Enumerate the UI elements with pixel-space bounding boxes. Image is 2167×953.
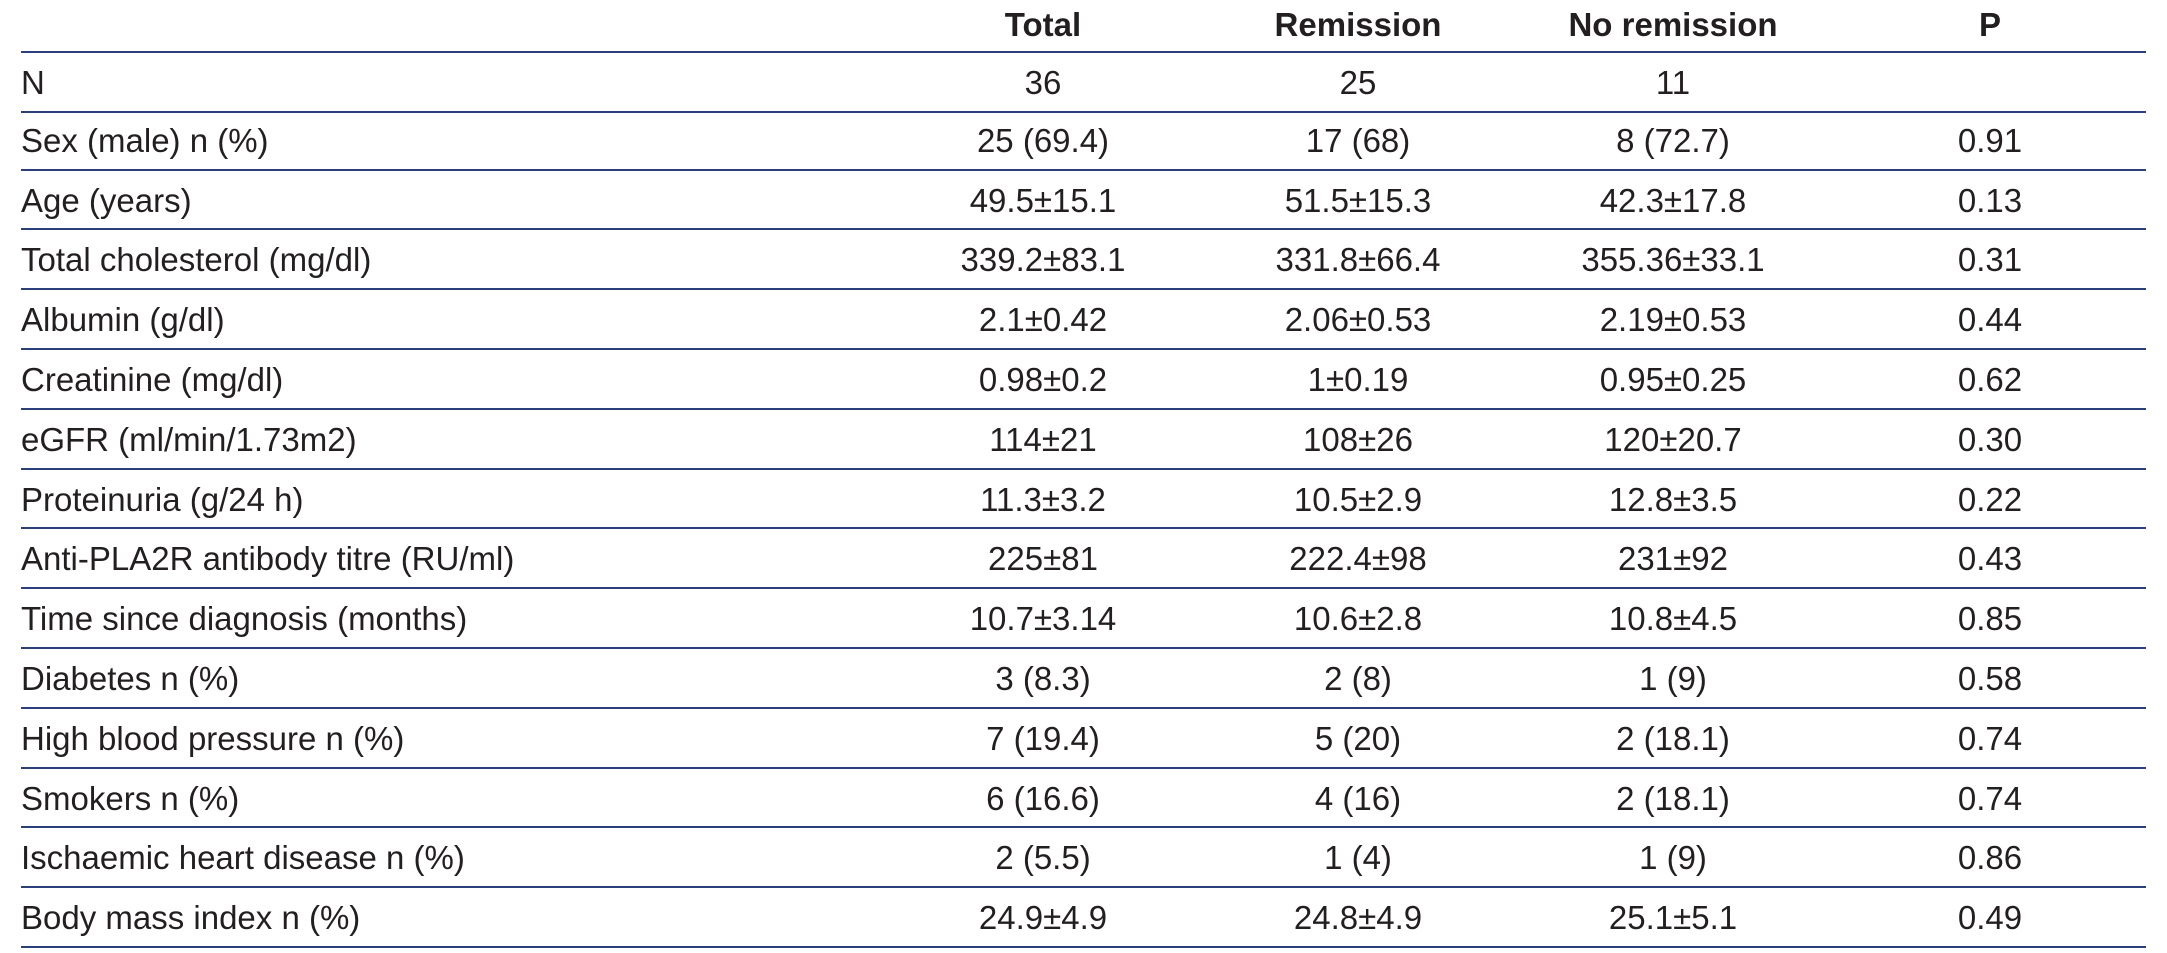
row-label: Time since diagnosis (months) — [21, 600, 468, 638]
cell-value: 6 (16.6) — [986, 779, 1100, 817]
cell-value: 42.3±17.8 — [1599, 181, 1747, 219]
cell-value: 339.2±83.1 — [960, 241, 1126, 279]
table-row: Diabetes n (%) 3 (8.3) 2 (8) 1 (9) 0.58 — [21, 649, 2146, 709]
cell-value: 5 (20) — [1314, 719, 1402, 757]
cell-value: 0.74 — [1957, 719, 2023, 757]
cell-value: 49.5±15.1 — [969, 181, 1117, 219]
cell-value: 0.91 — [1957, 121, 2023, 159]
cell-value: 10.8±4.5 — [1608, 600, 1738, 638]
cell-value: 24.9±4.9 — [978, 899, 1108, 937]
row-label: Anti-PLA2R antibody titre (RU/ml) — [21, 540, 515, 578]
row-label: N — [21, 64, 45, 101]
column-header: P — [1978, 6, 2001, 43]
cell-value: 0.30 — [1957, 420, 2023, 458]
cell-value: 120±20.7 — [1604, 420, 1742, 458]
cell-value: 25 (69.4) — [976, 121, 1110, 159]
cell-value: 4 (16) — [1314, 779, 1402, 817]
table-row: Time since diagnosis (months) 10.7±3.14 10… — [21, 589, 2146, 649]
column-header: Remission — [1274, 6, 1442, 43]
table-row: Age (years) 49.5±15.1 51.5±15.3 42.3±17.8 0.… — [21, 171, 2146, 231]
table-row: Total cholesterol (mg/dl) 339.2±83.1 331.8… — [21, 230, 2146, 291]
cell-value: 0.22 — [1957, 480, 2023, 518]
cell-value: 0.74 — [1957, 779, 2023, 817]
cell-value: 1±0.19 — [1307, 361, 1409, 398]
cell-value: 114±21 — [989, 420, 1097, 458]
row-label: High blood pressure n (%) — [21, 719, 405, 757]
cell-value: 1 (9) — [1639, 660, 1707, 697]
table-row: Body mass index n (%) 24.9±4.9 24.8±4.9 25.… — [21, 888, 2146, 948]
cell-value: 12.8±3.5 — [1608, 480, 1738, 518]
cell-value: 11 — [1655, 64, 1691, 101]
cell-value: 3 (8.3) — [995, 660, 1091, 697]
cell-value: 0.44 — [1957, 301, 2023, 339]
cell-value: 355.36±33.1 — [1581, 241, 1765, 279]
row-label: Diabetes n (%) — [21, 660, 240, 697]
table-row: Sex (male) n (%) 25 (69.4) 17 (68) 8 (72.7)… — [21, 111, 2146, 171]
cell-value: 8 (72.7) — [1616, 121, 1730, 159]
cell-value: 11.3±3.2 — [980, 480, 1106, 518]
row-label: Creatinine (mg/dl) — [21, 361, 284, 398]
row-label: eGFR (ml/min/1.73m2) — [21, 420, 357, 458]
cell-value: 222.4±98 — [1289, 540, 1427, 578]
table-row: eGFR (ml/min/1.73m2) 114±21 108±26 120±20.7… — [21, 410, 2146, 470]
table-row: Creatinine (mg/dl) 0.98±0.2 1±0.19 0.95±0.2… — [21, 350, 2146, 410]
cell-value: 0.31 — [1957, 241, 2023, 279]
cell-value: 108±26 — [1303, 420, 1413, 458]
row-label: Smokers n (%) — [21, 779, 240, 817]
row-label: Total cholesterol (mg/dl) — [21, 241, 372, 279]
cell-value: 1 (9) — [1639, 839, 1707, 877]
row-label: Age (years) — [21, 181, 192, 219]
cell-value: 0.98±0.2 — [978, 361, 1108, 398]
row-label: Ischaemic heart disease n (%) — [21, 839, 465, 877]
cell-value: 10.7±3.14 — [969, 600, 1117, 638]
cell-value: 10.5±2.9 — [1293, 480, 1423, 518]
table-row: Proteinuria (g/24 h) 11.3±3.2 10.5±2.9 12.8… — [21, 470, 2146, 530]
cell-value: 36 — [1024, 64, 1062, 101]
cell-value: 0.13 — [1957, 181, 2023, 219]
table-row: Albumin (g/dl) 2.1±0.42 2.06±0.53 2.19±0.53… — [21, 290, 2146, 350]
cell-value: 51.5±15.3 — [1284, 181, 1432, 219]
cell-value: 0.58 — [1957, 660, 2023, 697]
cell-value: 0.62 — [1957, 361, 2023, 398]
row-label: Proteinuria (g/24 h) — [21, 480, 304, 518]
row-label: Sex (male) n (%) — [21, 121, 269, 159]
table-row: Smokers n (%) 6 (16.6) 4 (16) 2 (18.1) 0.74 — [21, 769, 2146, 829]
cell-value: 25 — [1339, 64, 1377, 101]
cell-value: 231±92 — [1618, 540, 1728, 578]
column-header: Total — [1004, 6, 1082, 43]
row-label: Body mass index n (%) — [21, 899, 361, 937]
cell-value: 0.95±0.25 — [1599, 361, 1747, 398]
cell-value: 0.86 — [1957, 839, 2023, 877]
table-row: High blood pressure n (%) 7 (19.4) 5 (20) 2… — [21, 709, 2146, 769]
cell-value: 2 (18.1) — [1616, 719, 1730, 757]
table-row: Ischaemic heart disease n (%) 2 (5.5) 1 (4… — [21, 828, 2146, 889]
cell-value: 24.8±4.9 — [1293, 899, 1423, 937]
cell-value: 2.06±0.53 — [1284, 301, 1432, 339]
table-row: Anti-PLA2R antibody titre (RU/ml) 225±81 2… — [21, 529, 2146, 590]
cell-value: 7 (19.4) — [986, 719, 1100, 757]
cell-value: 0.49 — [1957, 899, 2023, 937]
cell-value: 1 (4) — [1324, 839, 1392, 877]
cell-value: 2 (5.5) — [995, 839, 1091, 877]
row-label: Albumin (g/dl) — [21, 301, 225, 339]
cell-value: 2.19±0.53 — [1599, 301, 1747, 339]
cell-value: 2 (18.1) — [1616, 779, 1730, 817]
cell-value: 331.8±66.4 — [1275, 241, 1441, 279]
cell-value: 17 (68) — [1305, 121, 1411, 159]
cell-value: 2 (8) — [1324, 660, 1392, 697]
cell-value: 2.1±0.42 — [978, 301, 1108, 339]
cell-value: 225±81 — [988, 540, 1098, 578]
cell-value: 0.43 — [1957, 540, 2023, 578]
table-row: N 36 25 11 — [21, 51, 2146, 113]
column-header: No remission — [1568, 6, 1778, 43]
cell-value: 10.6±2.8 — [1293, 600, 1423, 638]
cell-value: 25.1±5.1 — [1608, 899, 1738, 937]
cell-value: 0.85 — [1957, 600, 2023, 638]
